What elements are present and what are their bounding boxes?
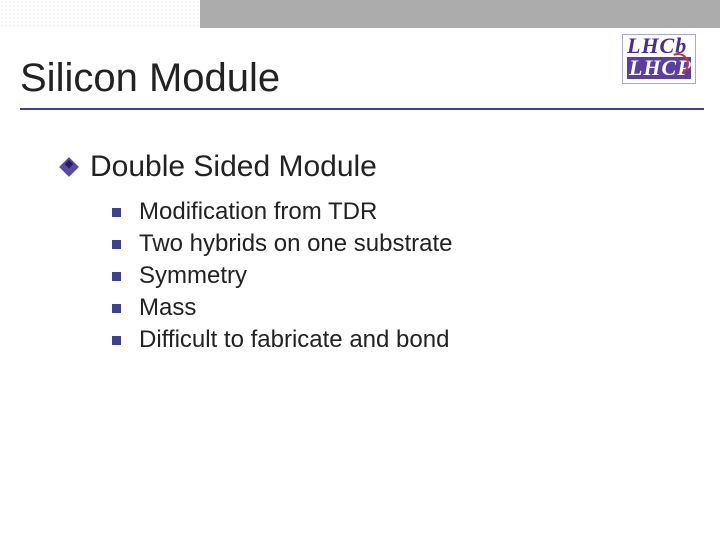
level1-item: Double Sided Module: [58, 150, 678, 184]
level1-text: Double Sided Module: [90, 150, 377, 184]
top-bar: [0, 0, 720, 28]
level2-text: Two hybrids on one substrate: [139, 230, 453, 258]
level2-item: Mass: [112, 294, 678, 322]
top-bar-solid: [200, 0, 720, 28]
square-bullet-icon: [112, 240, 121, 249]
level2-item: Symmetry: [112, 262, 678, 290]
square-bullet-icon: [112, 272, 121, 281]
level2-text: Symmetry: [139, 262, 247, 290]
level2-item: Difficult to fabricate and bond: [112, 326, 678, 354]
level2-item: Modification from TDR: [112, 198, 678, 226]
slide-content: Double Sided Module Modification from TD…: [58, 150, 678, 358]
square-bullet-icon: [112, 336, 121, 345]
level2-group: Modification from TDR Two hybrids on one…: [112, 198, 678, 354]
top-bar-dots: [0, 0, 200, 28]
level2-text: Mass: [139, 294, 196, 322]
lhcb-logo: LHCb LHCP: [622, 34, 696, 84]
level2-text: Modification from TDR: [139, 198, 377, 226]
title-underline: [20, 108, 704, 110]
diamond-bullet-icon: [59, 157, 79, 177]
square-bullet-icon: [112, 304, 121, 313]
slide-title: Silicon Module: [20, 58, 280, 98]
square-bullet-icon: [112, 208, 121, 217]
level2-item: Two hybrids on one substrate: [112, 230, 678, 258]
level2-text: Difficult to fabricate and bond: [139, 326, 449, 354]
